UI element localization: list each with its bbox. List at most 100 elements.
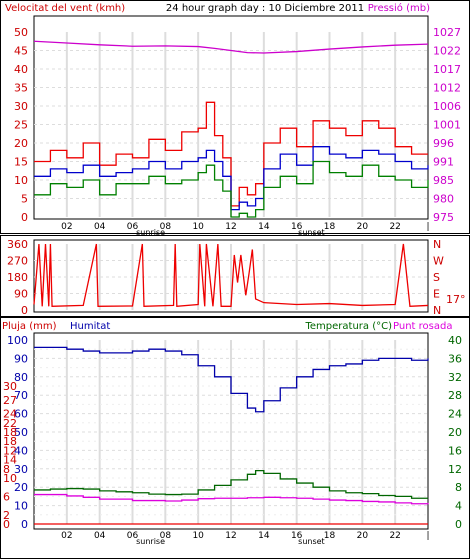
wind-x-tick-label: 04 [94,222,106,232]
pressure-y-tick-label: 1017 [433,63,461,76]
wind-y-tick-label: 50 [14,26,28,39]
x-end-tick-label: | [426,531,429,541]
x-end-tick-label: | [426,222,429,232]
pressure-y-tick-label: 996 [433,137,454,150]
wind-x-tick-label: 20 [357,222,369,232]
rain-temp-x-tick-label: 12 [225,531,236,541]
rain-temp-x-tick-label: 20 [357,531,369,541]
rain-temp-x-tick-label: 16 [291,531,303,541]
wind-x-tick-label: 02 [61,222,72,232]
rain-temp-x-tick-label: 10 [192,531,204,541]
temperature-y-tick-label: 16 [448,444,462,457]
pressure-axis-label: Pressió (mb) [368,2,430,14]
pressure-y-tick-label: 980 [433,193,454,206]
humidity-y-tick-label: 40 [14,444,28,457]
humidity-y-tick-label: 100 [7,334,28,347]
humidity-y-tick-label: 10 [14,500,28,513]
dewpoint-axis-label: Punt rosada [393,321,452,332]
wind-y-tick-label: 35 [14,82,28,95]
rain-y-tick-label: 14 [3,454,17,467]
humidity-y-tick-label: 50 [14,426,28,439]
wind-x-tick-label: 06 [127,222,139,232]
rain-y-tick-label: 22 [3,417,17,430]
temperature-line [34,469,428,499]
wind-x-tick-label: 10 [192,222,204,232]
temperature-y-tick-label: 36 [448,352,462,365]
wind-x-tick-label: 08 [160,222,172,232]
pressure-y-tick-label: 975 [433,211,454,224]
humidity-y-tick-label: 60 [14,408,28,421]
wind-y-tick-label: 15 [14,156,28,169]
direction-y-tick-label: 90 [14,288,28,301]
compass-label: S [433,271,440,284]
temperature-y-tick-label: 12 [448,463,462,476]
humidity-y-tick-label: 80 [14,371,28,384]
wind-y-tick-label: 30 [14,100,28,113]
rain-y-tick-label: 0 [3,518,10,531]
humidity-line [34,346,429,413]
rain-temp-x-tick-label: 22 [389,531,400,541]
temperature-y-tick-label: 24 [448,408,462,421]
pressure-y-tick-label: 1006 [433,100,461,113]
axes-layer: 0510152025303540455097598098599199610011… [3,26,462,546]
wind-direction-line [33,243,429,308]
humidity-y-tick-label: 20 [14,481,28,494]
direction-y-tick-label: 180 [7,271,28,284]
compass-label: N [433,238,441,251]
rain-y-tick-label: 8 [3,463,10,476]
rain-y-tick-label: 18 [3,435,17,448]
rain-temp-x-tick-label: 02 [61,531,72,541]
dewpoint-line [34,493,429,505]
pressure-y-tick-label: 991 [433,156,454,169]
rain-y-tick-label: 27 [3,394,17,407]
temperature-readout: 17° [446,293,466,306]
temperature-y-tick-label: 20 [448,426,462,439]
wind-y-tick-label: 20 [14,137,28,150]
wind-sunrise-label: sunrise [136,228,165,237]
rain-temp-x-tick-label: 08 [160,531,172,541]
rain-temp-x-tick-label: 04 [94,531,106,541]
rain-y-tick-label: 10 [3,472,17,485]
temperature-y-tick-label: 32 [448,371,462,384]
direction-y-tick-label: 270 [7,255,28,268]
wind-sunset-label: sunset [298,228,325,237]
compass-label: N [433,304,441,317]
temperature-y-tick-label: 0 [455,518,462,531]
humidity-axis-label: Humitat [70,321,110,332]
wind_min-line [34,160,429,218]
temperature-y-tick-label: 8 [455,481,462,494]
temperature-axis-label: Temperatura (°C) [304,321,392,332]
wind-x-tick-label: 22 [389,222,400,232]
humidity-y-tick-label: 0 [21,518,28,531]
humidity-y-tick-label: 70 [14,389,28,402]
temperature-y-tick-label: 28 [448,389,462,402]
rain-y-tick-label: 6 [3,490,10,503]
pressure-y-tick-label: 1012 [433,82,461,95]
pressure-y-tick-label: 1022 [433,45,461,58]
wind-y-tick-label: 5 [21,193,28,206]
rain-y-tick-label: 2 [3,509,10,522]
rain-y-tick-label: 18 [3,426,17,439]
rain-axis-label: Pluja (mm) [2,321,57,332]
rain-temp-x-tick-label: 06 [127,531,139,541]
temperature-y-tick-label: 40 [448,334,462,347]
wind-y-tick-label: 45 [14,45,28,58]
compass-label: E [433,288,440,301]
wind-axis-label: Velocitat del vent (kmh) [5,3,125,14]
pressure-y-tick-label: 985 [433,174,454,187]
rain-y-tick-label: 30 [3,380,17,393]
series-layer [33,40,429,525]
humidity-y-tick-label: 90 [14,352,28,365]
rain-temp-sunrise-label: sunrise [136,537,165,546]
rain-temp-x-tick-label: 14 [258,531,270,541]
wind-y-tick-label: 40 [14,63,28,76]
wind-x-tick-label: 18 [324,222,336,232]
rain-y-tick-label: 12 [3,444,17,457]
wind-x-tick-label: 16 [291,222,303,232]
rain-y-tick-label: 24 [3,408,17,421]
chart-title: 24 hour graph day : 10 Diciembre 2011 [166,3,364,14]
wind-y-tick-label: 0 [21,211,28,224]
rain-temp-sunset-label: sunset [298,537,325,546]
